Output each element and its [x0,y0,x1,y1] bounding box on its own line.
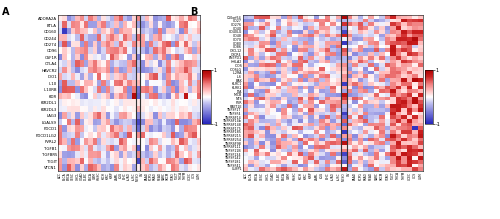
Text: B: B [190,7,198,17]
Bar [136,15,140,171]
Bar [341,15,346,171]
Text: A: A [2,7,9,17]
